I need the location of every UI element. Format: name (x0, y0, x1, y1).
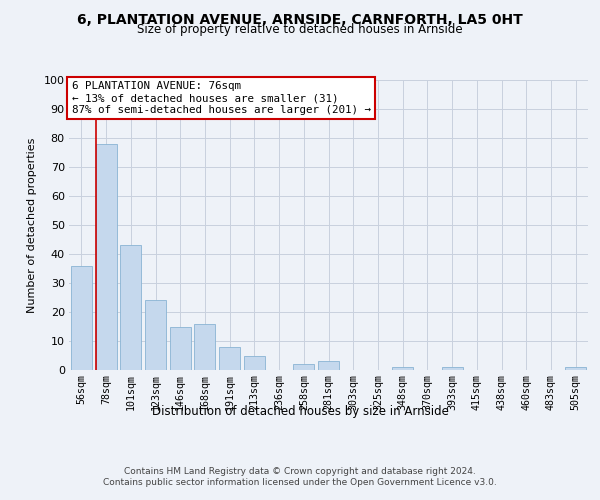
Text: 6, PLANTATION AVENUE, ARNSIDE, CARNFORTH, LA5 0HT: 6, PLANTATION AVENUE, ARNSIDE, CARNFORTH… (77, 12, 523, 26)
Bar (392, 367, 413, 370)
Bar (442, 367, 463, 370)
Bar (71, 266, 92, 370)
Bar (95, 144, 116, 370)
Text: 6 PLANTATION AVENUE: 76sqm
← 13% of detached houses are smaller (31)
87% of semi: 6 PLANTATION AVENUE: 76sqm ← 13% of deta… (71, 82, 371, 114)
Bar (244, 356, 265, 370)
Text: Contains HM Land Registry data © Crown copyright and database right 2024.
Contai: Contains HM Land Registry data © Crown c… (103, 468, 497, 487)
Bar (120, 246, 141, 370)
Text: Size of property relative to detached houses in Arnside: Size of property relative to detached ho… (137, 22, 463, 36)
Bar (565, 367, 586, 370)
Bar (318, 362, 339, 370)
Bar (219, 347, 240, 370)
Bar (293, 364, 314, 370)
Bar (194, 324, 215, 370)
Bar (170, 326, 191, 370)
Bar (145, 300, 166, 370)
Y-axis label: Number of detached properties: Number of detached properties (27, 138, 37, 312)
Text: Distribution of detached houses by size in Arnside: Distribution of detached houses by size … (152, 405, 448, 418)
